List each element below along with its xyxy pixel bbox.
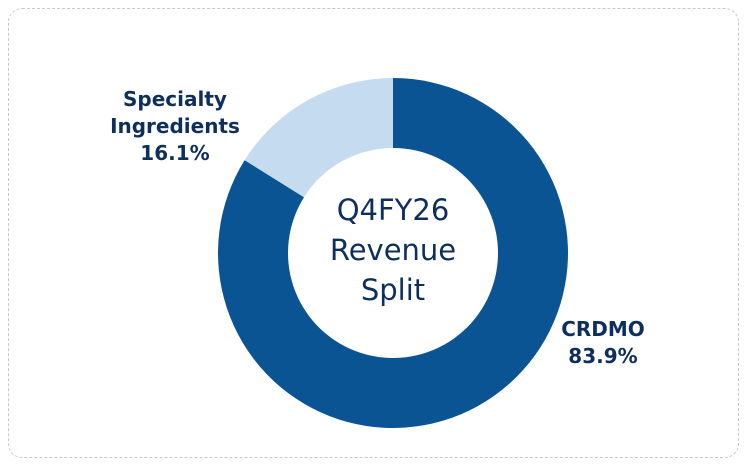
category-label: CRDMO	[561, 317, 645, 341]
category-label: Specialty Ingredients	[110, 87, 240, 138]
center-title: Q4FY26 Revenue Split	[329, 193, 457, 307]
value-label: 83.9%	[568, 344, 638, 368]
value-label: 16.1%	[140, 141, 210, 165]
donut-slice	[244, 77, 393, 198]
slice-label: Specialty Ingredients 16.1%	[100, 86, 250, 167]
donut-slice	[218, 78, 569, 428]
slice-label: CRDMO 83.9%	[548, 316, 658, 370]
card-frame	[8, 8, 739, 458]
